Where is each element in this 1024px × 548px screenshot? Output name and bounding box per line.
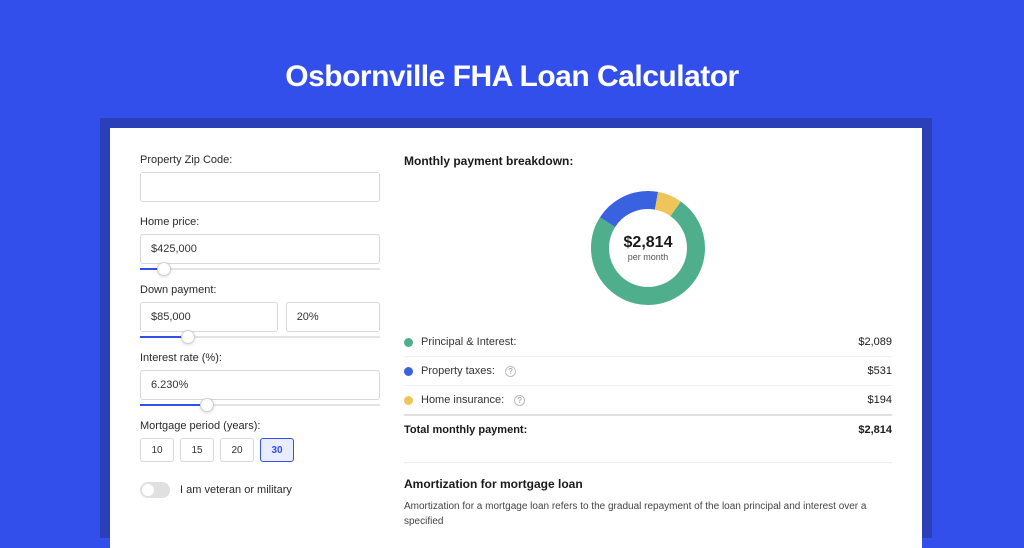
legend-label: Property taxes: xyxy=(421,365,495,377)
info-icon[interactable]: ? xyxy=(514,395,525,406)
total-value: $2,814 xyxy=(858,424,892,436)
legend-value: $531 xyxy=(868,365,892,377)
interest-rate-input[interactable] xyxy=(140,370,380,400)
page-title: Osbornville FHA Loan Calculator xyxy=(0,60,1024,94)
legend-row: Home insurance:? $194 xyxy=(404,385,892,414)
legend-value: $2,089 xyxy=(858,336,892,348)
donut-chart: $2,814 per month xyxy=(404,178,892,318)
legend-row: Property taxes:? $531 xyxy=(404,356,892,385)
slider-thumb-icon[interactable] xyxy=(181,330,195,344)
interest-rate-slider[interactable] xyxy=(140,404,380,406)
breakdown-title: Monthly payment breakdown: xyxy=(404,154,892,168)
amortization-text: Amortization for a mortgage loan refers … xyxy=(404,499,892,529)
legend-list: Principal & Interest: $2,089 Property taxe… xyxy=(404,328,892,414)
toggle-knob-icon xyxy=(142,484,154,496)
home-price-label: Home price: xyxy=(140,216,380,228)
legend-dot-icon xyxy=(404,338,413,347)
interest-rate-label: Interest rate (%): xyxy=(140,352,380,364)
down-payment-slider[interactable] xyxy=(140,336,380,338)
period-button-10[interactable]: 10 xyxy=(140,438,174,462)
down-payment-input[interactable] xyxy=(140,302,278,332)
slider-thumb-icon[interactable] xyxy=(200,398,214,412)
veteran-toggle-label: I am veteran or military xyxy=(180,484,292,496)
amortization-title: Amortization for mortgage loan xyxy=(404,477,892,491)
legend-label: Principal & Interest: xyxy=(421,336,516,348)
zip-input[interactable] xyxy=(140,172,380,202)
field-home-price: Home price: xyxy=(140,216,380,270)
down-payment-pct-input[interactable] xyxy=(286,302,380,332)
veteran-toggle-row: I am veteran or military xyxy=(140,482,380,498)
veteran-toggle[interactable] xyxy=(140,482,170,498)
legend-dot-icon xyxy=(404,367,413,376)
legend-row: Principal & Interest: $2,089 xyxy=(404,328,892,356)
legend-value: $194 xyxy=(868,394,892,406)
period-button-20[interactable]: 20 xyxy=(220,438,254,462)
form-column: Property Zip Code: Home price: Down paym… xyxy=(140,154,380,522)
home-price-input[interactable] xyxy=(140,234,380,264)
total-label: Total monthly payment: xyxy=(404,424,527,436)
info-icon[interactable]: ? xyxy=(505,366,516,377)
mortgage-period-label: Mortgage period (years): xyxy=(140,420,380,432)
field-mortgage-period: Mortgage period (years): 10152030 xyxy=(140,420,380,462)
field-zip: Property Zip Code: xyxy=(140,154,380,202)
down-payment-label: Down payment: xyxy=(140,284,380,296)
legend-label: Home insurance: xyxy=(421,394,504,406)
legend-dot-icon xyxy=(404,396,413,405)
period-button-15[interactable]: 15 xyxy=(180,438,214,462)
donut-sub: per month xyxy=(624,252,673,262)
home-price-slider[interactable] xyxy=(140,268,380,270)
slider-thumb-icon[interactable] xyxy=(157,262,171,276)
total-row: Total monthly payment: $2,814 xyxy=(404,414,892,444)
breakdown-column: Monthly payment breakdown: $2,814 per mo… xyxy=(404,154,892,522)
donut-amount: $2,814 xyxy=(624,234,673,252)
donut-center-label: $2,814 per month xyxy=(624,234,673,262)
field-down-payment: Down payment: xyxy=(140,284,380,338)
zip-label: Property Zip Code: xyxy=(140,154,380,166)
field-interest-rate: Interest rate (%): xyxy=(140,352,380,406)
calculator-card: Property Zip Code: Home price: Down paym… xyxy=(110,128,922,548)
amortization-block: Amortization for mortgage loan Amortizat… xyxy=(404,462,892,529)
period-button-30[interactable]: 30 xyxy=(260,438,294,462)
